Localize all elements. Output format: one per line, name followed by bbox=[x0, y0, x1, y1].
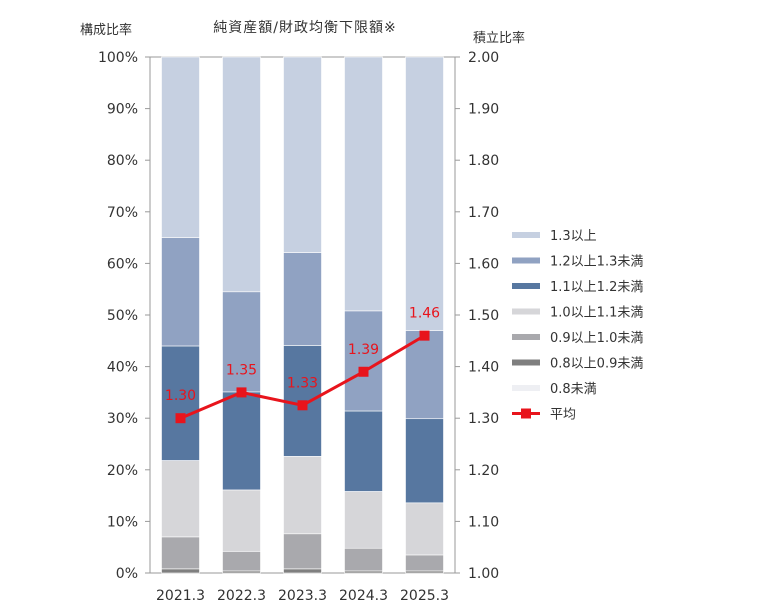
bar-segment bbox=[344, 547, 383, 572]
legend-label: 1.2以上1.3未満 bbox=[550, 255, 643, 270]
x-tick-label: 2021.3 bbox=[156, 588, 205, 604]
bar-segment bbox=[222, 56, 261, 293]
bar-segment bbox=[161, 56, 200, 238]
bar-segment bbox=[222, 489, 261, 552]
average-point bbox=[419, 330, 430, 341]
bar-segment bbox=[405, 56, 444, 331]
x-tick-label: 2023.3 bbox=[278, 588, 327, 604]
average-data-label: 1.30 bbox=[165, 388, 196, 404]
bar-segment bbox=[405, 330, 444, 420]
bar-segment bbox=[222, 551, 261, 572]
left-tick-label: 40% bbox=[107, 360, 138, 376]
right-tick-label: 1.90 bbox=[468, 102, 499, 118]
bar-segment bbox=[344, 310, 383, 412]
left-tick-label: 100% bbox=[98, 50, 138, 66]
bar-segment bbox=[222, 391, 261, 491]
left-tick-label: 30% bbox=[107, 411, 138, 427]
bar-segment bbox=[405, 570, 444, 574]
left-tick-label: 60% bbox=[107, 256, 138, 272]
right-tick-label: 1.80 bbox=[468, 153, 499, 169]
bar-segment bbox=[405, 554, 444, 572]
legend-swatch bbox=[512, 283, 540, 289]
legend-swatch bbox=[512, 308, 540, 315]
legend-label: 1.3以上 bbox=[550, 229, 597, 244]
bar-segment bbox=[283, 568, 322, 574]
right-tick-label: 1.30 bbox=[468, 411, 499, 427]
average-data-label: 1.46 bbox=[409, 306, 440, 322]
bar-segment bbox=[283, 456, 322, 535]
bar-segment bbox=[283, 56, 322, 253]
stacked-bars bbox=[161, 56, 444, 574]
bar-segment bbox=[344, 570, 383, 574]
right-tick-label: 2.00 bbox=[468, 50, 499, 66]
average-point bbox=[297, 400, 308, 411]
x-tick-label: 2025.3 bbox=[400, 588, 449, 604]
left-tick-label: 50% bbox=[107, 308, 138, 324]
bar-segment bbox=[344, 410, 383, 492]
legend-label: 0.9以上1.0未満 bbox=[550, 331, 643, 346]
x-tick-label: 2024.3 bbox=[339, 588, 388, 604]
right-tick-label: 1.00 bbox=[468, 566, 499, 582]
bar-segment bbox=[344, 491, 383, 549]
left-tick-label: 0% bbox=[116, 566, 138, 582]
legend-swatch bbox=[512, 359, 540, 366]
right-axis-title: 積立比率 bbox=[473, 30, 525, 46]
right-tick-label: 1.50 bbox=[468, 308, 499, 324]
right-tick-label: 1.10 bbox=[468, 514, 499, 530]
average-point bbox=[358, 366, 369, 377]
legend-label: 0.8以上0.9未満 bbox=[550, 357, 643, 372]
bar-segment bbox=[161, 536, 200, 570]
x-axis-ticks: 2021.3 2022.3 2023.3 2024.3 2025.3 bbox=[156, 588, 449, 604]
bar-segment bbox=[344, 56, 383, 312]
chart-title: 純資産額/財政均衡下限額※ bbox=[213, 20, 396, 36]
left-tick-label: 10% bbox=[107, 514, 138, 530]
bar-segment bbox=[161, 237, 200, 347]
legend-swatch bbox=[512, 257, 540, 264]
left-tick-label: 80% bbox=[107, 153, 138, 169]
bar-segment bbox=[405, 418, 444, 504]
legend-label: 1.1以上1.2未満 bbox=[550, 280, 643, 295]
right-tick-label: 1.40 bbox=[468, 360, 499, 376]
bar-segment bbox=[405, 502, 444, 556]
left-tick-label: 20% bbox=[107, 463, 138, 479]
legend-swatch bbox=[512, 334, 540, 340]
right-axis-ticks: 1.00 1.10 1.20 1.30 1.40 1.50 1.60 1.70 1.80 1.90… bbox=[455, 50, 499, 582]
left-axis-title: 構成比率 bbox=[80, 22, 132, 38]
legend-line-marker bbox=[521, 408, 531, 419]
average-point bbox=[175, 413, 186, 424]
bar-segment bbox=[283, 533, 322, 570]
legend: 1.3以上 1.2以上1.3未満 1.1以上1.2未満 1.0以上1.1未満 0.9以上… bbox=[512, 229, 643, 423]
average-data-label: 1.39 bbox=[348, 342, 379, 358]
average-point bbox=[236, 387, 247, 398]
bar-segment bbox=[283, 252, 322, 346]
right-tick-label: 1.20 bbox=[468, 463, 499, 479]
bar-segment bbox=[222, 291, 261, 393]
average-line: 1.30 1.35 1.33 1.39 1.46 bbox=[165, 306, 440, 424]
average-data-label: 1.33 bbox=[287, 375, 318, 391]
left-tick-label: 70% bbox=[107, 205, 138, 221]
bar-segment bbox=[222, 570, 261, 574]
legend-label: 0.8未満 bbox=[550, 382, 597, 397]
legend-label: 平均 bbox=[550, 408, 576, 423]
legend-label: 1.0以上1.1未満 bbox=[550, 306, 643, 321]
legend-swatch bbox=[512, 232, 540, 238]
average-data-label: 1.35 bbox=[226, 362, 257, 378]
legend-swatch bbox=[512, 385, 540, 391]
bar-segment bbox=[161, 568, 200, 574]
left-axis-ticks: 0% 10% 20% 30% 40% 50% 60% 70% 80% 90% 100% bbox=[98, 50, 150, 582]
right-tick-label: 1.70 bbox=[468, 205, 499, 221]
right-tick-label: 1.60 bbox=[468, 256, 499, 272]
bar-segment bbox=[161, 460, 200, 538]
x-tick-label: 2022.3 bbox=[217, 588, 266, 604]
left-tick-label: 90% bbox=[107, 102, 138, 118]
